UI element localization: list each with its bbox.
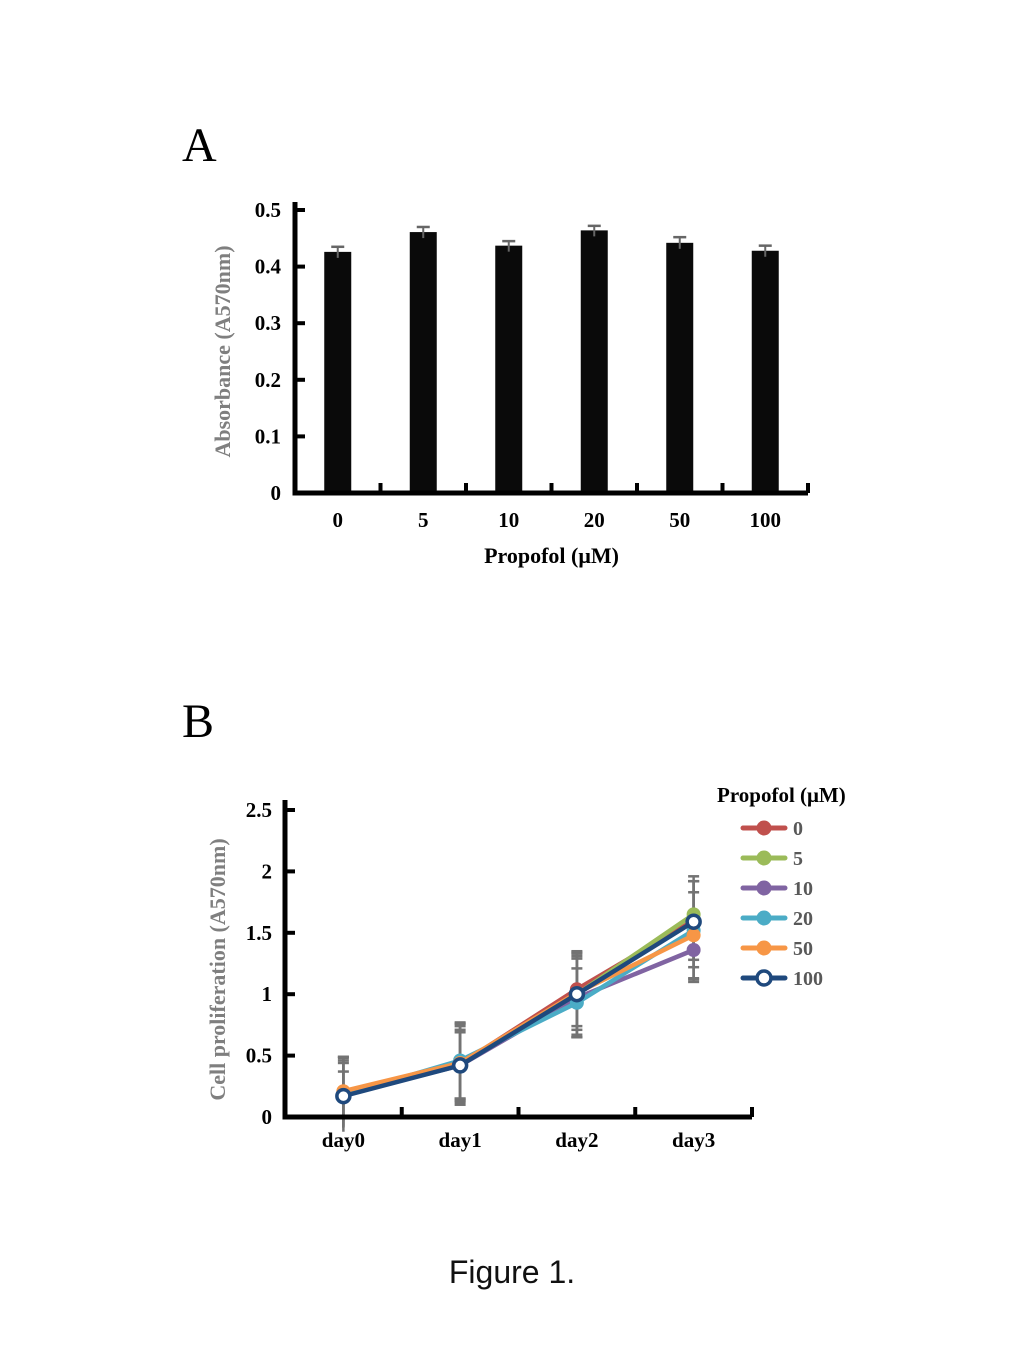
chart-text: 0.5 bbox=[255, 198, 281, 222]
chart-text: 0.3 bbox=[255, 311, 281, 335]
chart-text: 10 bbox=[793, 878, 813, 900]
legend-entry-100: 100 bbox=[740, 968, 823, 990]
bar-10 bbox=[495, 245, 523, 493]
marker-100-day1 bbox=[451, 1057, 469, 1074]
marker-10-day3 bbox=[686, 942, 701, 957]
chart-text: 100 bbox=[750, 508, 782, 532]
chart-text: Propofol (μM) bbox=[484, 543, 619, 568]
chart-text: 0.2 bbox=[255, 368, 281, 392]
chart-text: 20 bbox=[793, 908, 813, 930]
chart-text: 0 bbox=[271, 481, 282, 505]
legend: Propofol (μM) 0 5 10 20 50 100 bbox=[717, 783, 846, 990]
legend-entry-20: 20 bbox=[740, 908, 813, 930]
chart-text: Cell proliferation (A570nm) bbox=[205, 838, 230, 1100]
chart-text: 5 bbox=[793, 848, 803, 870]
chart-text: 0.4 bbox=[255, 255, 282, 279]
cell-proliferation-line-chart: 0 0.5 1 1.5 2 2.5 day0 day1 day2 day3 Cell prolife… bbox=[205, 783, 846, 1152]
chart-text: 10 bbox=[498, 508, 519, 532]
chart-text: 2 bbox=[262, 859, 273, 883]
chart-text: 100 bbox=[793, 968, 823, 990]
chart-text: day2 bbox=[555, 1128, 598, 1152]
marker-100-day2 bbox=[568, 985, 586, 1003]
legend-marker bbox=[756, 940, 772, 956]
chart-text: Absorbance (A570nm) bbox=[210, 245, 235, 457]
chart-text: 50 bbox=[669, 508, 690, 532]
bar-0 bbox=[324, 251, 352, 493]
chart-text: 50 bbox=[793, 938, 813, 960]
chart-text: 0 bbox=[333, 508, 344, 532]
legend-marker bbox=[756, 880, 772, 896]
legend-entry-5: 5 bbox=[740, 848, 803, 870]
panel-label-b: B bbox=[182, 695, 215, 748]
chart-text: day1 bbox=[439, 1128, 482, 1152]
figure-caption: Figure 1. bbox=[448, 1254, 576, 1290]
bar-100 bbox=[751, 250, 779, 493]
bar-5 bbox=[409, 232, 437, 493]
panel-label-a: A bbox=[182, 119, 217, 172]
chart-text: 20 bbox=[584, 508, 605, 532]
series-line-10 bbox=[341, 947, 696, 1098]
chart-text: 0 bbox=[262, 1105, 273, 1129]
chart-text: 1.5 bbox=[246, 921, 272, 945]
marker-100-day3 bbox=[685, 913, 702, 930]
chart-text: 5 bbox=[418, 508, 429, 532]
legend-entry-10: 10 bbox=[740, 878, 813, 900]
bar-50 bbox=[666, 242, 694, 493]
legend-marker bbox=[756, 850, 772, 866]
legend-entry-0: 0 bbox=[740, 818, 803, 840]
bar-20 bbox=[580, 230, 608, 493]
chart-text: day0 bbox=[322, 1128, 365, 1152]
chart-text: Propofol (μM) bbox=[717, 783, 846, 807]
legend-marker bbox=[756, 820, 772, 836]
absorbance-bar-chart: 0 0.1 0.2 0.3 0.4 0.5 0 5 10 20 50 100 Propofol (μM)… bbox=[210, 198, 810, 568]
chart-text: 2.5 bbox=[246, 798, 272, 822]
legend-marker bbox=[756, 910, 772, 926]
chart-text: 0.5 bbox=[246, 1044, 272, 1068]
chart-text: 1 bbox=[262, 982, 273, 1006]
chart-text: 0 bbox=[793, 818, 803, 840]
chart-text: 0.1 bbox=[255, 424, 281, 448]
marker-100-day0 bbox=[335, 1087, 352, 1105]
series-line-50 bbox=[341, 933, 696, 1094]
series-line-0 bbox=[341, 918, 696, 1095]
legend-marker bbox=[755, 969, 773, 987]
chart-text: day3 bbox=[672, 1128, 715, 1152]
legend-entry-50: 50 bbox=[740, 938, 813, 960]
marker-50-day3 bbox=[686, 928, 701, 943]
series-line-5 bbox=[341, 912, 696, 1096]
series-line-100 bbox=[341, 919, 696, 1099]
